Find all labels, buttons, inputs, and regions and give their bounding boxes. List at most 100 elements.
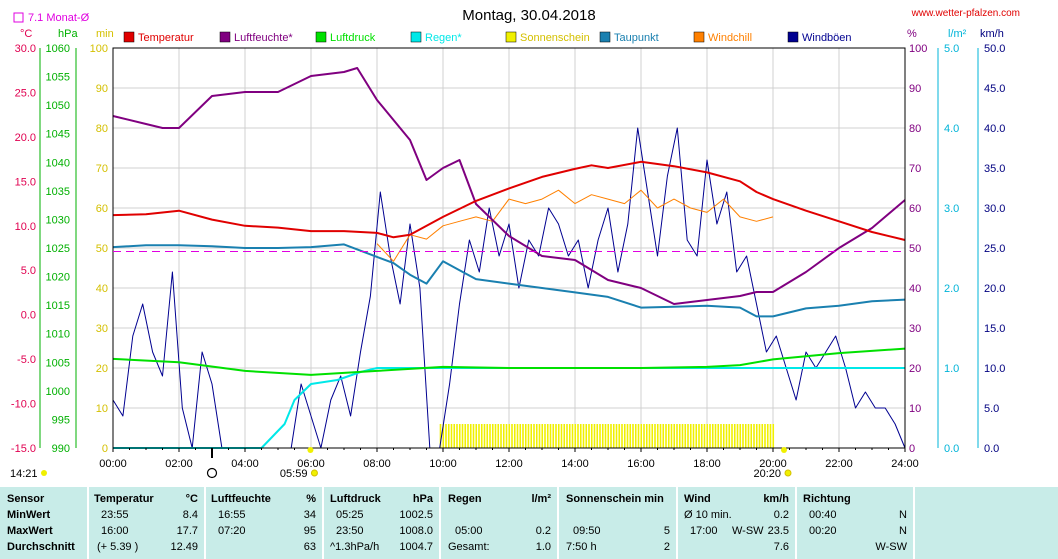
sunshine-bar <box>555 424 557 448</box>
temperature-header: Temperatur <box>94 493 154 505</box>
pressure-tick-label: 1050 <box>46 100 70 112</box>
humidity-tick-label: 80 <box>909 123 921 135</box>
sunshine-total: 7:50 h <box>566 541 597 553</box>
sunshine-bar <box>489 424 491 448</box>
series-temperatur <box>112 160 906 241</box>
legend-label: Taupunkt <box>614 32 659 44</box>
sunshine-bar <box>464 424 467 448</box>
legend-swatch <box>315 31 327 43</box>
sunshine-bar <box>502 424 505 448</box>
sunset-dot <box>781 447 787 453</box>
sunrise-icon <box>310 469 318 477</box>
x-tick-label: 24:00 <box>891 458 919 470</box>
sunshine-bar <box>733 424 736 448</box>
wind-tick-label: 35.0 <box>984 163 1005 175</box>
direction-min-time: 00:40 <box>809 509 837 521</box>
humidity-tick-label: 40 <box>909 283 921 295</box>
sunshine-bar <box>596 424 599 448</box>
pressure-unit: hPa <box>412 493 433 505</box>
series-taupunkt <box>112 243 906 318</box>
legend-label: Sonnenschein <box>520 32 590 44</box>
wind-max-time: 17:00 <box>690 525 718 537</box>
direction-header: Richtung <box>803 493 851 505</box>
wind-tick-label: 50.0 <box>984 43 1005 55</box>
pressure-tick-label: 1025 <box>46 243 70 255</box>
sunshine-bar <box>766 424 769 448</box>
sunshine-bar <box>643 424 645 448</box>
sunshine-max-time: 09:50 <box>573 525 601 537</box>
avg-checkbox-icon <box>13 12 24 23</box>
humidity-header: Luftfeuchte <box>211 493 271 505</box>
pressure-tick-label: 1060 <box>46 43 70 55</box>
sunshine-bar <box>709 424 711 448</box>
humidity-column: Luftfeuchte % 16:55 34 07:20 95 63 <box>206 487 322 559</box>
sunshine-bar <box>494 424 497 448</box>
sunshine-bar <box>607 424 610 448</box>
sunshine-bar <box>706 424 709 448</box>
sunshine-tick-label: 50 <box>96 243 108 255</box>
sunshine-bar <box>747 424 750 448</box>
sunshine-bar <box>524 424 527 448</box>
moon-icon <box>206 467 218 479</box>
humidity-tick-label: 10 <box>909 403 921 415</box>
temp-unit-label: °C <box>20 28 32 40</box>
x-tick-label: 00:00 <box>99 458 127 470</box>
sunshine-bar <box>689 424 692 448</box>
sunshine-bar <box>445 424 447 448</box>
sunshine-bar <box>648 424 651 448</box>
pressure-trend: ^1.3hPa/h <box>330 541 380 553</box>
humidity-tick-label: 0 <box>909 443 915 455</box>
sunshine-bar <box>678 424 681 448</box>
sunset-icon <box>784 469 792 477</box>
legend-label: Luftfeuchte* <box>234 32 293 44</box>
sunshine-bar <box>500 424 502 448</box>
series-windchill <box>376 189 774 262</box>
sunshine-bar <box>557 424 560 448</box>
pressure-unit-label: hPa <box>58 28 78 40</box>
sunshine-bar <box>731 424 733 448</box>
sunshine-tick-label: 40 <box>96 283 108 295</box>
sunshine-bar <box>560 424 563 448</box>
pressure-max-time: 23:50 <box>336 525 364 537</box>
pressure-tick-label: 1015 <box>46 300 70 312</box>
legend-label: Regen* <box>425 32 462 44</box>
sunshine-bar <box>541 424 544 448</box>
humidity-max-value: 95 <box>303 525 316 537</box>
humidity-unit-label: % <box>907 28 917 40</box>
wind-header: Wind <box>684 493 711 505</box>
pressure-tick-label: 1045 <box>46 129 70 141</box>
x-tick-label: 12:00 <box>495 458 523 470</box>
temp-tick-label: -10.0 <box>11 399 36 411</box>
sunshine-bar <box>695 424 698 448</box>
sunshine-bar <box>626 424 629 448</box>
sunshine-bar <box>700 424 703 448</box>
sunshine-bar <box>538 424 541 448</box>
sunshine-bar <box>742 424 744 448</box>
website-link[interactable]: www.wetter-pfalzen.com <box>911 8 1020 19</box>
sunshine-bar <box>670 424 673 448</box>
sunshine-bar <box>519 424 522 448</box>
temp-tick-label: 10.0 <box>15 221 36 233</box>
sunshine-bar <box>673 424 676 448</box>
temp-tick-label: 20.0 <box>15 132 36 144</box>
wind-unit: km/h <box>763 493 789 505</box>
sunshine-bar <box>692 424 695 448</box>
rain-tick-label: 3.0 <box>944 203 959 215</box>
legend-swatch <box>599 31 611 43</box>
sunshine-bar <box>604 424 607 448</box>
rain-header: Regen <box>448 493 482 505</box>
rain-max-value: 0.2 <box>535 525 551 537</box>
sunshine-bar <box>530 424 533 448</box>
humidity-tick-label: 90 <box>909 83 921 95</box>
sunshine-bar <box>681 424 684 448</box>
sunshine-bar <box>615 424 618 448</box>
sunshine-bar <box>744 424 747 448</box>
sunshine-bar <box>467 424 469 448</box>
sunshine-bar <box>491 424 494 448</box>
sunshine-bar <box>450 424 453 448</box>
sunshine-bar <box>610 424 612 448</box>
row-label-min: MinWert <box>7 509 51 521</box>
sunshine-bar <box>711 424 714 448</box>
wind-tick-label: 5.0 <box>984 403 999 415</box>
sunshine-bar <box>527 424 530 448</box>
